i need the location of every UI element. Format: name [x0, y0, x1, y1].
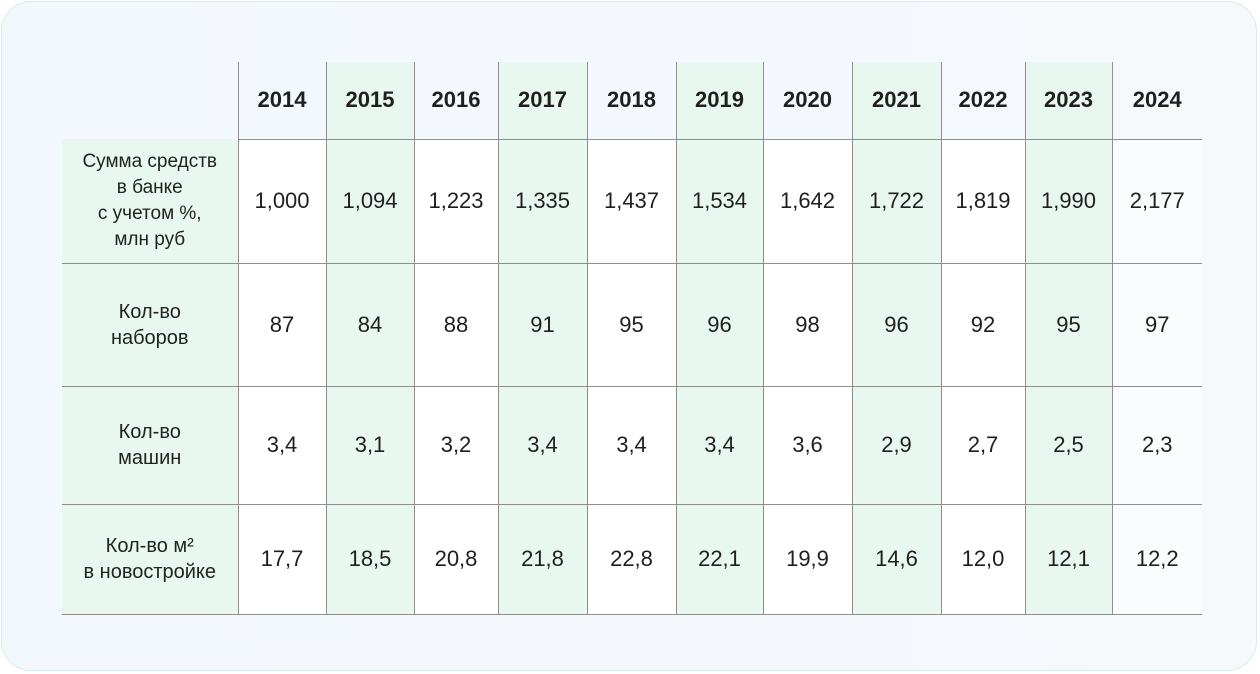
column-header-2024: 2024: [1111, 62, 1202, 140]
table-cell: 96: [675, 263, 763, 387]
table-cell: 1,819: [940, 139, 1025, 264]
table-cell: 84: [325, 263, 414, 387]
row-label-line: Кол-во м²: [105, 535, 194, 557]
table-cell: 1,722: [851, 139, 941, 264]
table-cell: 91: [497, 263, 587, 387]
table-cell: 22,1: [675, 504, 763, 615]
table-cell: 3,1: [325, 386, 414, 505]
table-cell: 3,2: [413, 386, 498, 505]
table-cell: 1,534: [675, 139, 763, 264]
table-cell: 17,7: [237, 504, 326, 615]
table-cell: 18,5: [325, 504, 414, 615]
table-cell: 1,000: [237, 139, 326, 264]
table-cell: 1,094: [325, 139, 414, 264]
table-cell: 95: [586, 263, 676, 387]
table-cell: 3,6: [762, 386, 852, 505]
column-header-2019: 2019: [675, 62, 763, 140]
column-header-2014: 2014: [237, 62, 326, 140]
table-cell: 20,8: [413, 504, 498, 615]
table-cell: 12,0: [940, 504, 1025, 615]
header-row: 2014 2015 2016 2017 2018 2019 2020 2021 …: [62, 62, 1202, 140]
table-cell: 2,5: [1024, 386, 1112, 505]
row-label-line: млн руб: [114, 228, 186, 250]
table-cell: 87: [237, 263, 326, 387]
table-cell: 19,9: [762, 504, 852, 615]
table-cell: 2,7: [940, 386, 1025, 505]
table-cell: 2,177: [1111, 139, 1202, 264]
table-cell: 21,8: [497, 504, 587, 615]
table-cell: 1,223: [413, 139, 498, 264]
table-cell: 1,990: [1024, 139, 1112, 264]
table-cell: 1,335: [497, 139, 587, 264]
table-cell: 22,8: [586, 504, 676, 615]
table-cell: 3,4: [497, 386, 587, 505]
table-cell: 12,2: [1111, 504, 1202, 615]
table-cell: 88: [413, 263, 498, 387]
table-cell: 1,437: [586, 139, 676, 264]
column-header-2022: 2022: [940, 62, 1025, 140]
row-label-sets: Кол-во наборов: [62, 263, 238, 387]
table-row-sqm: Кол-во м² в новостройке 17,7 18,5 20,8 2…: [62, 504, 1202, 615]
column-header-2016: 2016: [413, 62, 498, 140]
data-table: 2014 2015 2016 2017 2018 2019 2020 2021 …: [62, 62, 1202, 615]
table-cell: 2,9: [851, 386, 941, 505]
column-header-2015: 2015: [325, 62, 414, 140]
corner-cell: [62, 62, 238, 139]
row-label-line: наборов: [110, 326, 189, 349]
row-label-cars: Кол-во машин: [62, 386, 238, 505]
table-cell: 3,4: [237, 386, 326, 505]
table-cell: 92: [940, 263, 1025, 387]
table-cell: 2,3: [1111, 386, 1202, 505]
row-label-line: с учетом %,: [97, 202, 202, 224]
table-cell: 1,642: [762, 139, 852, 264]
row-label-line: Кол-во: [118, 300, 181, 323]
column-header-2021: 2021: [851, 62, 941, 140]
column-header-2017: 2017: [497, 62, 587, 140]
table-cell: 3,4: [586, 386, 676, 505]
column-header-2020: 2020: [762, 62, 852, 140]
table-cell: 3,4: [675, 386, 763, 505]
row-label-sqm: Кол-во м² в новостройке: [62, 504, 238, 615]
table-cell: 12,1: [1024, 504, 1112, 615]
column-header-2023: 2023: [1024, 62, 1112, 140]
table-cell: 98: [762, 263, 852, 387]
row-label-line: в банке: [116, 176, 183, 198]
table-row-sets: Кол-во наборов 87 84 88 91 95 96 98 96 9…: [62, 263, 1202, 387]
row-label-bank-funds: Сумма средств в банке с учетом %, млн ру…: [62, 139, 238, 264]
table-cell: 96: [851, 263, 941, 387]
table-cell: 97: [1111, 263, 1202, 387]
table-cell: 14,6: [851, 504, 941, 615]
row-label-line: Кол-во: [118, 421, 181, 443]
table-row-cars: Кол-во машин 3,4 3,1 3,2 3,4 3,4 3,4 3,6…: [62, 386, 1202, 505]
table-cell: 95: [1024, 263, 1112, 387]
table-row-bank-funds: Сумма средств в банке с учетом %, млн ру…: [62, 139, 1202, 264]
row-label-line: в новостройке: [83, 561, 217, 583]
column-header-2018: 2018: [586, 62, 676, 140]
row-label-line: машин: [118, 447, 182, 469]
row-label-line: Сумма средств: [82, 150, 218, 172]
